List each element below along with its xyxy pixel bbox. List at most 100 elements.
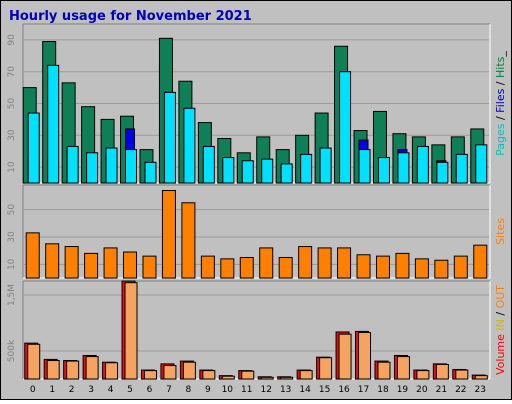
bar-pages [144,161,157,184]
x-tick-label: 23 [475,385,486,395]
bar-pages [280,163,293,184]
bar-out [280,376,294,380]
y-tick-label: 70 [7,66,17,78]
bar-out [260,376,274,380]
legend-entry: _ [494,51,507,58]
bar-out [338,333,352,380]
bar-pages [86,152,99,184]
x-tick-label: 10 [222,385,234,395]
bar-pages [358,149,371,184]
legend-entry: / [494,113,507,124]
bar-sites [239,256,254,279]
bar-sites [434,259,449,279]
bar-sites [200,255,215,279]
bar-out [377,361,391,380]
bar-out [455,369,469,380]
bar-pages [455,153,468,184]
x-tick-label: 13 [280,385,291,395]
x-tick-label: 17 [358,385,369,395]
bar-pages [27,112,40,184]
panel-sites-background [23,185,490,278]
bar-pages [377,157,390,184]
bar-sites [395,252,410,279]
x-tick-label: 11 [241,385,252,395]
legend-entry: / [494,78,507,89]
bar-pages [163,91,176,184]
panel-volume: 500k 1,5M Volume IN / OUT [7,280,507,380]
bar-pages [47,64,60,184]
bar-sites [25,232,40,279]
x-tick-label: 20 [416,385,428,395]
bar-sites [453,255,468,279]
bar-out [46,360,60,380]
panel-hits-legend: Pages / Files / Hits_ [494,51,507,156]
bar-pages [416,145,429,184]
x-tick-label: 4 [108,385,114,395]
bar-sites [317,247,332,279]
bar-pages [397,152,410,184]
bar-sites [103,247,118,279]
panel-hits: 10 30 50 70 90 Pages / Files / Hits_ [7,23,507,184]
bar-out [474,375,488,380]
panel-sites: 10 30 50 Sites [7,184,507,279]
bar-sites [84,252,99,279]
panel-volume-legend: Volume IN / OUT [494,285,507,375]
bar-pages [261,158,274,184]
legend-entry: Hits [494,56,507,78]
legend-entry: IN [494,319,507,330]
x-tick-label: 1 [49,385,55,395]
legend-entry: / [494,308,507,319]
legend-entry: Files [494,88,507,112]
legend-entry: Volume [494,334,507,375]
bar-sites [220,258,235,279]
x-tick-label: 6 [147,385,153,395]
bar-out [416,370,430,380]
bar-sites [414,258,429,279]
y-tick-label: 1,5M [7,284,17,306]
bar-sites [473,244,488,279]
x-tick-label: 18 [377,385,389,395]
bar-out [202,370,216,380]
x-tick-label: 16 [338,385,350,395]
bar-out [27,343,41,380]
chart-title: Hourly usage for November 2021 [9,9,252,24]
x-tick-label: 19 [397,385,409,395]
bar-sites [181,202,196,279]
x-tick-label: 21 [436,385,447,395]
bar-sites [123,251,138,279]
bar-sites [142,255,157,279]
bar-sites [45,243,60,279]
bar-sites [259,247,274,279]
x-tick-label: 15 [319,385,330,395]
bar-pages [475,144,488,184]
x-tick-label: 14 [299,385,311,395]
bar-out [66,360,80,380]
bar-out [358,332,372,380]
bar-out [435,363,449,380]
y-tick-label: 30 [7,231,17,243]
bar-out [143,370,157,380]
bar-pages [125,149,138,184]
bar-out [124,282,138,380]
bar-pages [436,161,449,184]
panel-sites-legend: Sites [494,218,507,245]
bar-pages [105,147,118,184]
x-tick-label: 7 [166,385,172,395]
y-tick-label: 30 [7,129,17,141]
x-tick-label: 12 [261,385,272,395]
bar-out [299,370,313,380]
y-tick-label: 90 [7,34,17,46]
legend-entry: Pages [494,123,507,156]
bar-out [105,362,119,380]
y-tick-label: 50 [7,204,17,216]
legend-entry: Sites [494,218,507,245]
y-tick-label: 10 [7,161,17,173]
bar-pages [183,107,196,184]
x-tick-label: 9 [205,385,211,395]
panel-volume-background [23,281,490,379]
x-tick-label: 0 [30,385,36,395]
bar-out [319,357,333,380]
bar-out [182,361,196,380]
bar-out [85,356,99,380]
